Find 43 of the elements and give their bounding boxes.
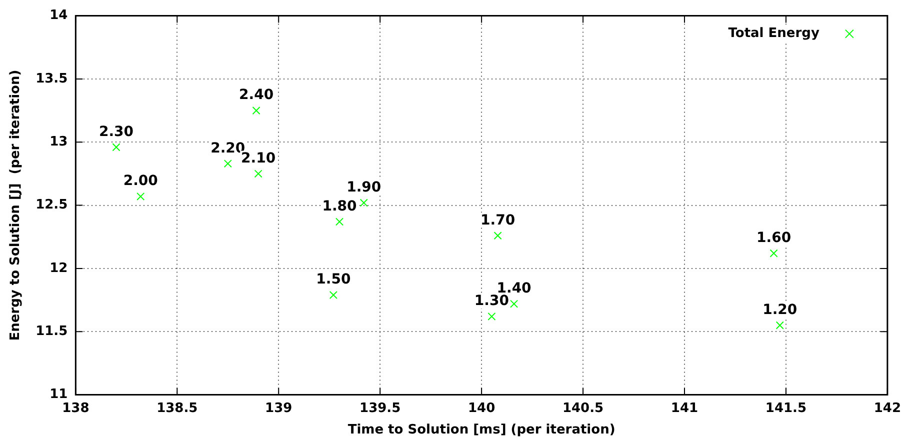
- point: [224, 160, 232, 168]
- point: [254, 170, 262, 178]
- x-tick-label: 139.5: [360, 400, 401, 416]
- x-tick-label: 138.5: [156, 400, 198, 416]
- annotation: 1.90: [346, 179, 382, 196]
- y-tick-label: 12: [50, 260, 68, 276]
- y-tick-label: 13.5: [36, 71, 68, 86]
- point: [510, 300, 518, 308]
- annotation: 2.10: [241, 150, 276, 166]
- point: [488, 312, 496, 321]
- point: [335, 218, 344, 226]
- x-tick-label: 139: [265, 400, 292, 416]
- point: [112, 143, 120, 152]
- annotation: 2.40: [239, 87, 274, 104]
- y-tick-label: 11: [50, 387, 68, 402]
- annotation: 1.50: [316, 272, 351, 288]
- annotation: 1.30: [474, 293, 510, 310]
- legend-label: Total Energy: [728, 26, 820, 42]
- x-tick-label: 141.5: [765, 400, 807, 416]
- y-tick-label: 13: [50, 134, 68, 150]
- point: [136, 192, 145, 200]
- annotation: 2.30: [98, 124, 134, 140]
- point: [252, 106, 260, 115]
- annotation: 1.80: [322, 198, 358, 214]
- y-tick-label: 11.5: [36, 324, 68, 340]
- annotation: 2.00: [123, 173, 158, 190]
- point: [360, 198, 368, 207]
- x-tick-label: 140.5: [562, 400, 604, 416]
- y-axis-title: Energy to Solution [J] (per iteration): [8, 70, 24, 341]
- point: [770, 249, 778, 258]
- x-tick-label: 141: [670, 400, 698, 416]
- y-tick-label: 12.5: [36, 198, 68, 213]
- annotation: 1.20: [762, 302, 798, 318]
- y-tick-label: 14: [50, 8, 68, 24]
- annotation: 1.60: [756, 230, 792, 246]
- x-axis-title: Time to Solution [ms] (per iteration): [348, 422, 616, 438]
- annotation: 1.70: [480, 212, 516, 228]
- x-tick-label: 140: [468, 400, 496, 416]
- point: [776, 321, 784, 330]
- point: [329, 290, 338, 300]
- x-tick-label: 142: [874, 400, 901, 416]
- x-tick-label: 138: [62, 400, 90, 416]
- point: [494, 232, 502, 240]
